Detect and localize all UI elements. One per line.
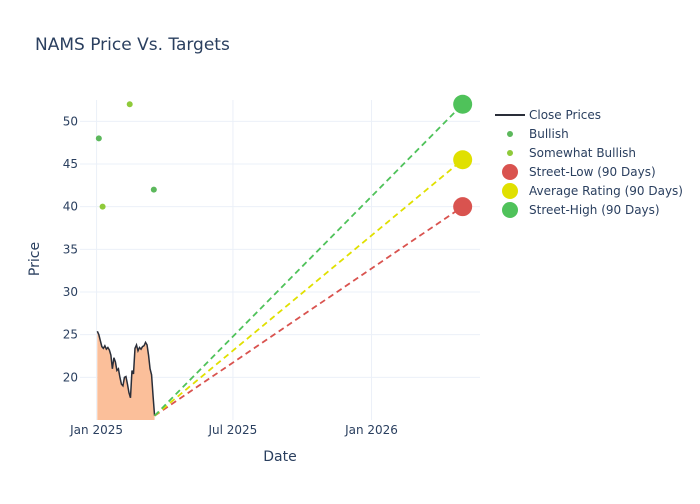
rating-point: [126, 101, 133, 108]
y-tick-label: 20: [63, 370, 78, 384]
legend-swatch-target: [502, 183, 518, 199]
rating-point: [99, 203, 106, 210]
target-point: [453, 150, 473, 170]
rating-point: [95, 135, 102, 142]
y-tick-label: 30: [63, 285, 78, 299]
target-line: [154, 205, 464, 417]
legend-item: Somewhat Bullish: [507, 146, 636, 160]
y-axis-label: Price: [27, 242, 43, 276]
legend-swatch-marker: [507, 150, 513, 156]
legend-label: Somewhat Bullish: [529, 146, 636, 160]
y-tick-label: 25: [63, 328, 78, 342]
legend-item: Street-High (90 Days): [502, 202, 660, 218]
x-tick-label: Jan 2025: [69, 423, 123, 437]
legend-swatch-target: [502, 164, 518, 180]
x-axis-label: Date: [263, 449, 296, 465]
target-line: [154, 159, 464, 417]
plot-area: [95, 94, 473, 420]
legend-swatch-target: [502, 202, 518, 218]
legend: Close Prices Bullish Somewhat Bullish Stree…: [495, 108, 683, 218]
y-tick-label: 40: [63, 200, 78, 214]
axes: 20 25 30 35 40 45 50 Jan 2025 Jul 2025 Jan 2026: [63, 114, 398, 437]
legend-item: Bullish: [507, 127, 569, 141]
close-price-area: [97, 331, 155, 420]
legend-label: Close Prices: [529, 108, 601, 122]
target-point: [453, 94, 473, 114]
legend-label: Street-Low (90 Days): [529, 165, 656, 179]
legend-swatch-marker: [507, 131, 513, 137]
target-point: [453, 197, 473, 217]
y-tick-label: 35: [63, 242, 78, 256]
rating-point: [150, 186, 157, 193]
legend-item: Close Prices: [495, 108, 601, 122]
x-tick-label: Jul 2025: [207, 423, 257, 437]
legend-label: Street-High (90 Days): [529, 203, 660, 217]
target-line: [153, 103, 464, 417]
close-price-line: [96, 330, 156, 416]
legend-label: Average Rating (90 Days): [529, 184, 683, 198]
legend-label: Bullish: [529, 127, 569, 141]
legend-item: Average Rating (90 Days): [502, 183, 683, 199]
x-tick-label: Jan 2026: [344, 423, 398, 437]
y-tick-label: 45: [63, 157, 78, 171]
y-tick-label: 50: [63, 114, 78, 128]
legend-item: Street-Low (90 Days): [502, 164, 656, 180]
grid-lines: [80, 100, 480, 420]
chart-title: NAMS Price Vs. Targets: [35, 35, 230, 55]
